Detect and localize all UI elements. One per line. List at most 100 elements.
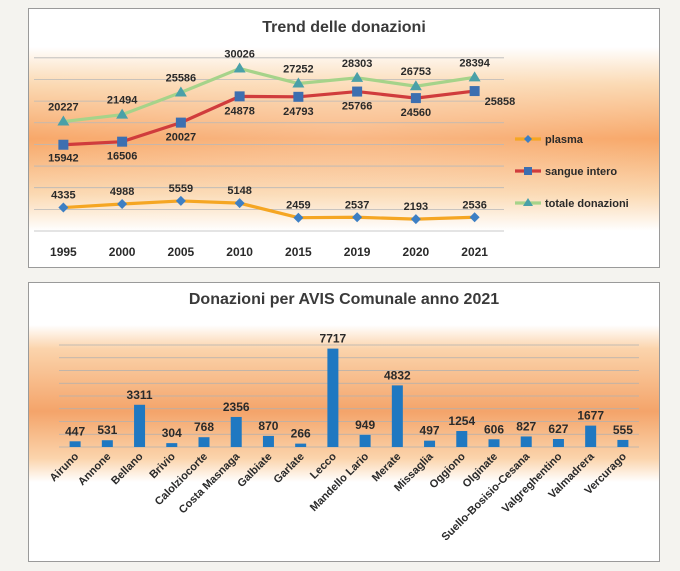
bar-Mandello-Lario <box>359 434 371 447</box>
marker-totale-donazioni-2005 <box>174 86 187 97</box>
x-tick-label: 2010 <box>226 245 253 259</box>
x-tick-label: 2019 <box>344 245 371 259</box>
series-line-totale-donazioni <box>63 66 475 124</box>
bar-value-label: 768 <box>194 420 214 434</box>
marker-sangue-intero-2020 <box>410 93 421 104</box>
bar-Merate <box>391 385 403 447</box>
marker-totale-donazioni-1995 <box>57 115 70 126</box>
marker-sangue-intero-2015 <box>293 91 304 102</box>
legend-marker-sangue-intero <box>524 167 532 175</box>
marker-sangue-intero-2010 <box>234 91 245 102</box>
legend-marker-totale-donazioni <box>523 198 533 206</box>
bar-value-label: 4832 <box>384 368 411 382</box>
marker-plasma-2005 <box>175 195 186 206</box>
bar-value-label: 870 <box>258 419 278 433</box>
data-label-sangue-intero: 24793 <box>283 106 314 118</box>
marker-plasma-2019 <box>352 212 363 223</box>
data-label-totale-donazioni: 21494 <box>107 95 138 107</box>
bar-value-label: 949 <box>355 418 375 432</box>
marker-plasma-2000 <box>117 199 128 210</box>
x-tick-label: 2020 <box>403 245 430 259</box>
bar-Missaglia <box>424 440 436 447</box>
series-line-plasma <box>63 199 475 221</box>
legend-label-totale-donazioni: totale donazioni <box>545 198 629 210</box>
x-tick-label: 2015 <box>285 245 312 259</box>
marker-totale-donazioni-2015 <box>292 77 305 88</box>
bar-value-label: 531 <box>97 423 117 437</box>
bar-Costa-Masnaga <box>230 416 242 447</box>
marker-totale-donazioni-2020 <box>409 80 422 91</box>
marker-plasma-2015 <box>293 212 304 223</box>
data-label-totale-donazioni: 30026 <box>224 49 255 61</box>
bar-value-label: 304 <box>162 426 182 440</box>
marker-plasma-2021 <box>469 212 480 223</box>
data-label-plasma: 4988 <box>110 186 134 198</box>
data-label-plasma: 4335 <box>51 190 75 202</box>
bar-Annone <box>101 440 113 447</box>
bar-Olginate <box>488 439 500 447</box>
bar-chart-title: Donazioni per AVIS Comunale anno 2021 <box>188 291 500 308</box>
bar-value-label: 3311 <box>127 388 153 402</box>
bar-Valgreghentino <box>552 439 564 447</box>
x-tick-label: 2021 <box>461 245 488 259</box>
trend-chart-panel: Trend delle donazioni 4335 4988 5559 5148 24… <box>28 8 660 268</box>
data-label-sangue-intero: 20027 <box>166 132 197 144</box>
bar-Oggiono <box>456 431 468 447</box>
bar-value-label: 7717 <box>320 332 347 346</box>
bar-Brivio <box>166 443 178 447</box>
data-label-sangue-intero: 24878 <box>224 105 255 117</box>
data-label-plasma: 2193 <box>404 201 428 213</box>
data-label-plasma: 2459 <box>286 200 310 212</box>
bar-Bellano <box>134 404 146 447</box>
bar-value-label: 606 <box>484 422 504 436</box>
marker-plasma-2010 <box>234 198 245 209</box>
bar-value-label: 555 <box>613 423 633 437</box>
bar-Lecco <box>327 348 339 447</box>
avis-bar-chart-panel: Donazioni per AVIS Comunale anno 2021 44… <box>28 282 660 562</box>
bar-value-label: 1677 <box>577 409 604 423</box>
data-label-totale-donazioni: 27252 <box>283 64 314 76</box>
data-label-sangue-intero: 16506 <box>107 151 138 163</box>
bar-value-label: 2356 <box>223 400 250 414</box>
x-tick-label: 2000 <box>109 245 136 259</box>
legend-label-plasma: plasma <box>545 134 584 146</box>
series-line-sangue-intero <box>63 89 475 147</box>
trend-line-chart: 4335 4988 5559 5148 2459 2537 2193 2536 15942 165… <box>29 47 659 259</box>
data-label-totale-donazioni: 28394 <box>459 57 490 69</box>
legend-label-sangue-intero: sangue intero <box>545 166 617 178</box>
data-label-totale-donazioni: 26753 <box>401 66 432 78</box>
data-label-totale-donazioni: 25586 <box>166 73 197 85</box>
marker-totale-donazioni-2000 <box>116 108 129 119</box>
trend-chart-title: Trend delle donazioni <box>262 19 426 36</box>
bar-Vercurago <box>617 439 629 447</box>
bar-Calolziocorte <box>198 437 210 447</box>
bar-value-label: 627 <box>548 422 568 436</box>
legend-marker-plasma <box>524 135 532 143</box>
marker-sangue-intero-2019 <box>352 86 363 97</box>
bar-Suello-Bosisio-Cesana <box>520 436 532 447</box>
data-label-plasma: 2537 <box>345 199 369 211</box>
data-label-sangue-intero: 25766 <box>342 101 373 113</box>
bar-Garlate <box>295 443 307 447</box>
x-tick-label: 2005 <box>168 245 195 259</box>
bar-value-label: 447 <box>65 424 85 438</box>
data-label-plasma: 2536 <box>462 199 486 211</box>
marker-sangue-intero-2000 <box>117 136 128 147</box>
data-label-totale-donazioni: 20227 <box>48 102 79 114</box>
x-tick-label: 1995 <box>50 245 77 259</box>
bar-Airuno <box>69 441 81 447</box>
data-label-sangue-intero: 24560 <box>401 107 432 119</box>
data-label-totale-donazioni: 28303 <box>342 58 373 70</box>
bar-value-label: 266 <box>291 427 311 441</box>
bar-Valmadrera <box>585 425 597 447</box>
marker-sangue-intero-2005 <box>175 117 186 128</box>
marker-sangue-intero-2021 <box>469 86 480 97</box>
marker-sangue-intero-1995 <box>58 139 69 150</box>
data-label-sangue-intero: 15942 <box>48 153 79 165</box>
avis-bar-chart: 447 531 3311 304 768 2356 870 266 7717 949 4832 497… <box>29 325 659 543</box>
bar-Galbiate <box>262 435 274 447</box>
bar-value-label: 497 <box>420 424 440 438</box>
marker-plasma-2020 <box>410 214 421 225</box>
bar-value-label: 827 <box>516 419 536 433</box>
marker-totale-donazioni-2019 <box>351 71 364 82</box>
